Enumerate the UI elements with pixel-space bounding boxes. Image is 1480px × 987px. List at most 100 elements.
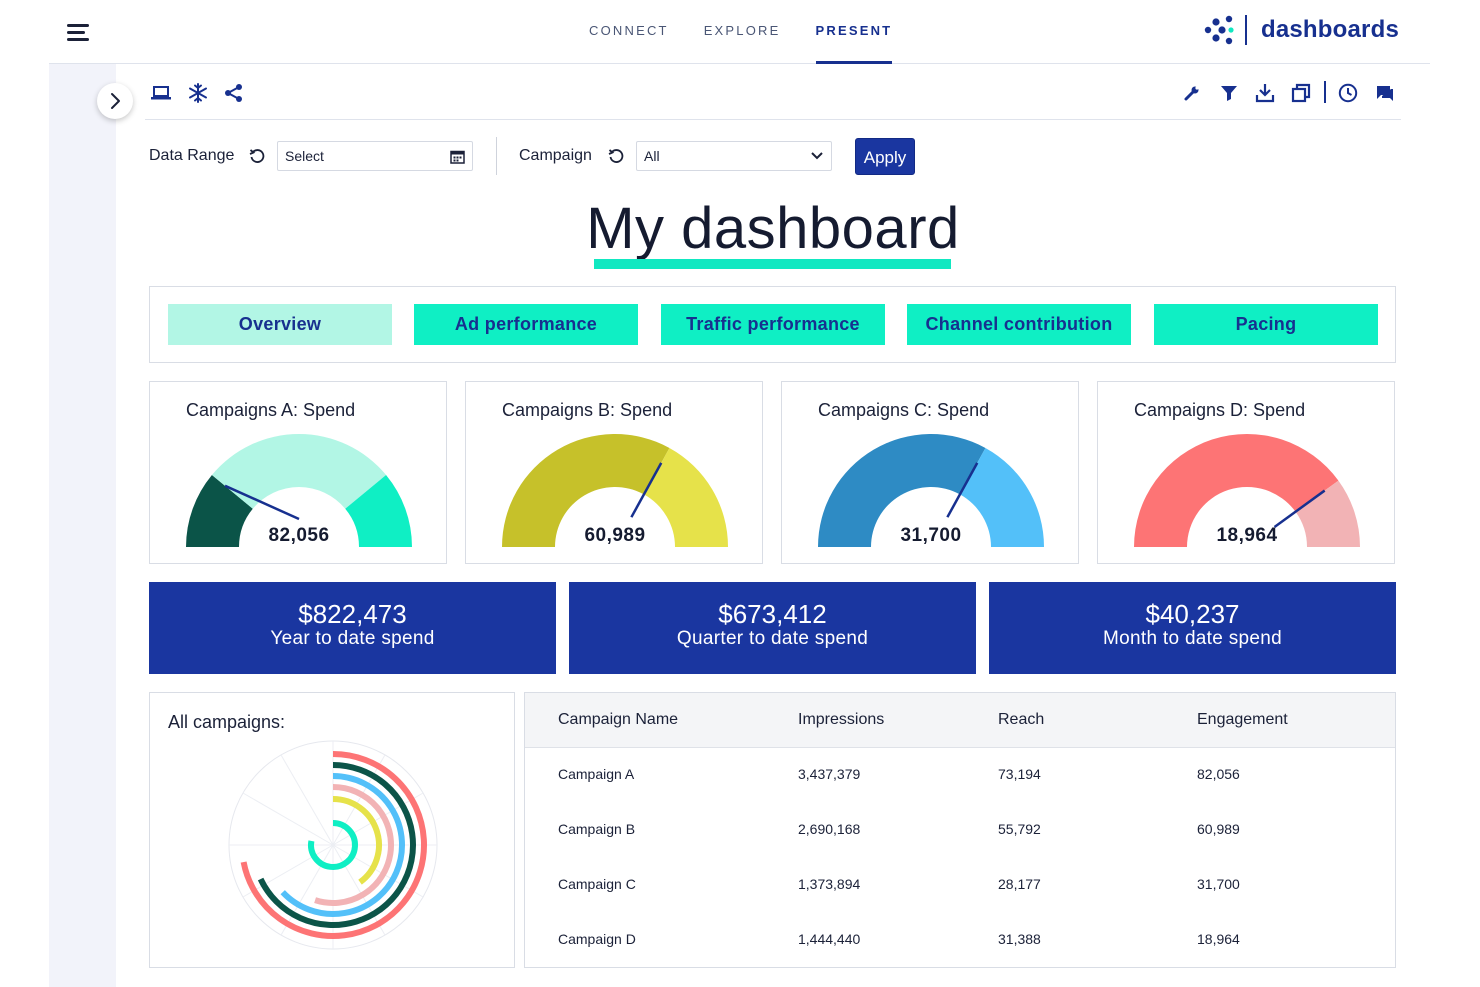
left-rail (49, 64, 116, 987)
radial-grid-line (242, 844, 334, 898)
radial-bar (257, 762, 416, 928)
table-row[interactable]: Campaign B 2,690,168 55,792 60,989 (525, 803, 1395, 858)
gauge-value: 31,700 (900, 525, 962, 546)
gauge-segment (1134, 434, 1339, 547)
tab-channel-contribution[interactable]: Channel contribution (907, 304, 1131, 345)
gauge-title: Campaigns B: Spend (502, 400, 673, 420)
radial-grid-line (332, 754, 386, 846)
kpi-value: $673,412 (718, 599, 827, 629)
tab-ad-performance[interactable]: Ad performance (414, 304, 638, 345)
gauge-segment (502, 434, 670, 547)
kpi-value: $822,473 (298, 599, 407, 629)
column-header-engagement[interactable]: Engagement (1197, 711, 1288, 728)
nav-explore[interactable]: EXPLORE (703, 23, 781, 38)
top-bar: CONNECT EXPLORE PRESENT dashboards (49, 0, 1430, 64)
cell-campaign-name: Campaign C (558, 876, 636, 892)
gauge-value: 82,056 (268, 525, 330, 546)
kpi-card-month[interactable]: $40,237 Month to date spend (989, 582, 1396, 674)
gauge-card-c[interactable]: Campaigns C: Spend 31,700 (781, 381, 1079, 564)
radial-bar (308, 820, 358, 870)
reset-date-icon[interactable] (249, 148, 265, 164)
gauge-segment (345, 474, 412, 547)
brand-name: dashboards (1260, 16, 1399, 43)
gauge-segment (643, 447, 728, 547)
radial-chart-title: All campaigns: (168, 712, 286, 732)
filter-icon[interactable] (1218, 82, 1240, 104)
gauge-needle (630, 462, 663, 518)
reset-campaign-icon[interactable] (608, 148, 624, 164)
radial-bar (280, 773, 405, 917)
wrench-icon[interactable] (1181, 82, 1203, 104)
cell-impressions: 1,373,894 (798, 876, 861, 892)
campaign-select[interactable]: All (636, 141, 832, 171)
chevron-right-icon (111, 93, 120, 109)
radial-bar (314, 784, 394, 906)
radial-grid-line (332, 844, 424, 898)
cell-engagement: 18,964 (1197, 931, 1240, 947)
column-header-reach[interactable]: Reach (998, 711, 1045, 728)
logo-icon (1204, 15, 1234, 45)
tab-pacing[interactable]: Pacing (1154, 304, 1378, 345)
radial-bar (332, 796, 382, 885)
dashboard-title: My dashboard (586, 196, 960, 261)
clock-icon[interactable] (1337, 82, 1359, 104)
radial-bar-chart (228, 740, 438, 950)
gauge-chart (502, 434, 728, 547)
toolbar (145, 64, 1401, 120)
date-range-input[interactable]: Select (277, 141, 473, 171)
cell-campaign-name: Campaign A (558, 766, 635, 782)
cell-engagement: 82,056 (1197, 766, 1240, 782)
campaign-table: Campaign Name Impressions Reach Engageme… (524, 692, 1396, 968)
cell-impressions: 3,437,379 (798, 766, 861, 782)
cell-engagement: 60,989 (1197, 821, 1240, 837)
radial-grid-line (332, 792, 424, 846)
brand[interactable]: dashboards (1203, 14, 1399, 46)
nav-present[interactable]: PRESENT (815, 0, 893, 64)
gauge-card-b[interactable]: Campaigns B: Spend 60,989 (465, 381, 763, 564)
gauge-chart (818, 434, 1044, 547)
column-header-campaign-name[interactable]: Campaign Name (558, 711, 679, 728)
gauge-needle (224, 484, 300, 521)
gauge-needle (1273, 489, 1326, 529)
kpi-card-year[interactable]: $822,473 Year to date spend (149, 582, 556, 674)
cell-reach: 28,177 (998, 876, 1041, 892)
expand-sidebar-button[interactable] (97, 83, 133, 119)
cell-impressions: 2,690,168 (798, 821, 861, 837)
table-row[interactable]: Campaign C 1,373,894 28,177 31,700 (525, 858, 1395, 913)
gauge-title: Campaigns A: Spend (186, 400, 356, 420)
gauge-needle (946, 462, 979, 518)
date-range-label: Data Range (149, 147, 235, 164)
gauge-card-a[interactable]: Campaigns A: Spend 82,056 (149, 381, 447, 564)
download-icon[interactable] (1254, 82, 1276, 104)
gauge-value: 60,989 (584, 525, 646, 546)
kpi-label: Month to date spend (1103, 628, 1282, 649)
snowflake-icon[interactable] (187, 82, 209, 104)
duplicate-icon[interactable] (1290, 82, 1312, 104)
calendar-icon[interactable] (450, 149, 465, 164)
menu-icon[interactable] (67, 22, 91, 42)
share-icon[interactable] (223, 82, 245, 104)
cell-impressions: 1,444,440 (798, 931, 861, 947)
monitor-icon[interactable] (150, 82, 172, 104)
gauge-segment (186, 474, 253, 547)
filter-bar: Data Range Select Campaign All Apply (149, 137, 949, 177)
apply-button[interactable]: Apply (855, 138, 915, 175)
cell-engagement: 31,700 (1197, 876, 1240, 892)
radial-grid-line (280, 844, 334, 936)
tab-overview[interactable]: Overview (168, 304, 392, 345)
radial-grid-line (242, 792, 334, 846)
comment-icon[interactable] (1374, 82, 1396, 104)
table-row[interactable]: Campaign A 3,437,379 73,194 82,056 (525, 748, 1395, 803)
gauge-chart (1134, 434, 1360, 547)
nav-connect[interactable]: CONNECT (589, 23, 669, 38)
tab-traffic-performance[interactable]: Traffic performance (661, 304, 885, 345)
radial-grid-line (332, 844, 386, 936)
gauge-card-d[interactable]: Campaigns D: Spend 18,964 (1097, 381, 1395, 564)
cell-reach: 31,388 (998, 931, 1041, 947)
radial-chart-card[interactable]: All campaigns: (149, 692, 515, 968)
cell-campaign-name: Campaign B (558, 821, 636, 837)
column-header-impressions[interactable]: Impressions (798, 711, 885, 728)
gauge-title: Campaigns C: Spend (818, 400, 990, 420)
kpi-card-quarter[interactable]: $673,412 Quarter to date spend (569, 582, 976, 674)
table-row[interactable]: Campaign D 1,444,440 31,388 18,964 (525, 913, 1395, 968)
